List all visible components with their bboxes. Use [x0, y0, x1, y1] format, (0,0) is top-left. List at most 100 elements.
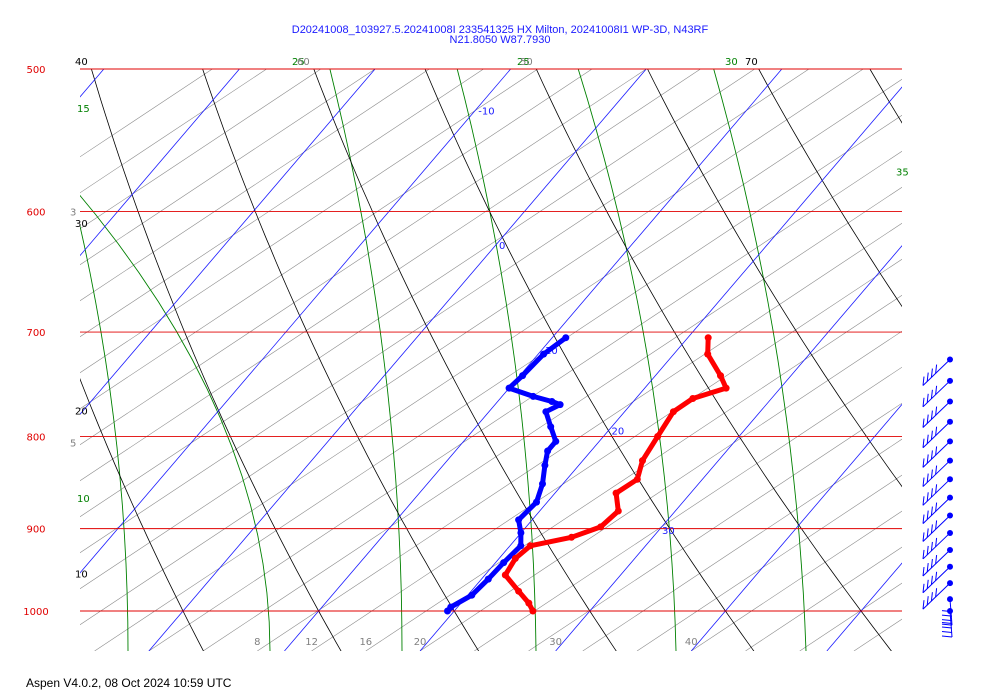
wind-barb-shaft	[922, 359, 951, 386]
dry-adiabat-line	[80, 378, 204, 651]
dewpoint-point	[533, 498, 540, 506]
moist-adiabats	[80, 69, 807, 651]
wind-barb-feather	[930, 506, 933, 516]
dewpoint-point	[529, 392, 537, 400]
wind-barb-feather	[922, 418, 925, 428]
wind-barb-feather	[930, 469, 933, 479]
dewpoint-point	[540, 350, 548, 358]
isotherm-line	[148, 69, 647, 651]
dewpoint-point	[505, 384, 513, 392]
wind-barb-feather	[935, 502, 938, 512]
wind-barb-feather	[935, 537, 938, 548]
isotherm-label: 30	[662, 526, 675, 537]
wind-barb-feather	[935, 385, 938, 395]
wind-barb-feather	[926, 562, 929, 573]
moist-adiabat-label: 25	[292, 57, 305, 68]
wind-barb-feather	[926, 454, 929, 464]
mixing-ratio-line	[474, 366, 902, 651]
moist-adiabat-line	[456, 69, 537, 651]
temperature-point	[597, 523, 605, 531]
wind-barb-feather	[926, 596, 929, 606]
wind-barb-feather	[922, 600, 925, 610]
mixing-ratio-lines	[80, 69, 1000, 651]
wind-barb-feather	[922, 583, 925, 593]
mixing-ratio-line	[80, 69, 810, 554]
moist-adiabat-line	[80, 224, 129, 651]
dry-adiabat-line	[313, 69, 617, 651]
mixing-ratio-line	[80, 69, 321, 230]
moist-adiabat-line	[713, 69, 807, 651]
dry-adiabat-line	[758, 69, 902, 308]
dewpoint-point	[519, 372, 527, 380]
temperature-point	[654, 433, 662, 440]
dewpoint-point	[517, 529, 525, 537]
wind-barb-feather	[926, 528, 929, 538]
mixing-ratio-label: 50	[520, 57, 533, 68]
dry-adiabat-line	[90, 69, 342, 651]
wind-barb-feather	[930, 592, 933, 602]
moist-adiabat-line	[577, 69, 677, 651]
wind-barb-feather	[922, 514, 925, 524]
dewpoint-point	[539, 480, 546, 488]
moist-adiabat-line	[329, 69, 403, 651]
pressure-label: 1000	[23, 607, 48, 618]
mixing-ratio-line	[80, 69, 267, 194]
wind-barb-shaft	[922, 441, 951, 468]
wind-barb-feather	[926, 372, 929, 382]
wind-barb-feather	[930, 450, 933, 460]
mixing-ratio-line	[908, 69, 1000, 651]
wind-barb-feather	[922, 397, 925, 407]
mixing-ratio-line	[691, 510, 902, 651]
isotherm-line	[80, 69, 511, 574]
wind-barb-feather	[930, 524, 933, 534]
wind-barb-feather	[941, 622, 953, 624]
temperature-point	[704, 350, 712, 358]
temperature-point	[689, 395, 697, 402]
dry-adiabat-line	[424, 69, 755, 651]
wind-barb-feather	[926, 492, 929, 502]
temperature-point	[722, 384, 730, 392]
mixing-ratio-line	[799, 582, 902, 651]
temperature-point	[639, 457, 646, 465]
isotherm-line	[80, 69, 376, 415]
mixing-ratio-line	[311, 258, 902, 651]
moist-adiabat-label: 10	[77, 494, 90, 505]
wind-barb-feather	[935, 520, 938, 530]
x-tick-label: 16	[359, 637, 372, 648]
dry-adiabat-label: 40	[75, 57, 88, 68]
pressure-label: 600	[26, 208, 45, 219]
wind-barb-feather	[926, 579, 929, 589]
dewpoint-point	[484, 575, 492, 583]
dry-adiabat-label: 20	[75, 407, 88, 418]
wind-barb-feather	[926, 473, 929, 483]
wind-barb-feather	[922, 438, 925, 448]
mixing-ratio-line	[419, 330, 902, 651]
dewpoint-point	[556, 401, 564, 409]
dewpoint-point	[517, 542, 525, 550]
x-tick-label: 12	[305, 637, 318, 648]
isobars	[80, 68, 902, 612]
dewpoint-point	[541, 461, 549, 469]
dewpoint-point	[444, 607, 451, 615]
mixing-ratio-line	[80, 69, 376, 266]
wind-barb-feather	[930, 430, 933, 440]
dewpoint-profile	[444, 334, 570, 615]
wind-barb-feather	[922, 477, 925, 487]
wind-barb-feather	[930, 488, 933, 498]
dry-adiabat-line	[869, 69, 902, 124]
mixing-ratio-line	[257, 222, 902, 651]
mixing-ratio-line	[80, 69, 864, 590]
isotherm-line	[826, 562, 902, 651]
temperature-point	[501, 571, 509, 579]
temperature-point	[612, 489, 620, 497]
wind-barb-feather	[930, 410, 933, 420]
dewpoint-point	[542, 408, 550, 416]
isotherm-line	[690, 403, 902, 651]
isotherm-label: -10	[478, 107, 494, 118]
wind-barb-feather	[935, 484, 938, 494]
isotherms	[80, 69, 902, 651]
dewpoint-point	[548, 398, 556, 405]
isotherm-label: 0	[499, 241, 505, 252]
moist-adiabat-line	[80, 194, 271, 651]
